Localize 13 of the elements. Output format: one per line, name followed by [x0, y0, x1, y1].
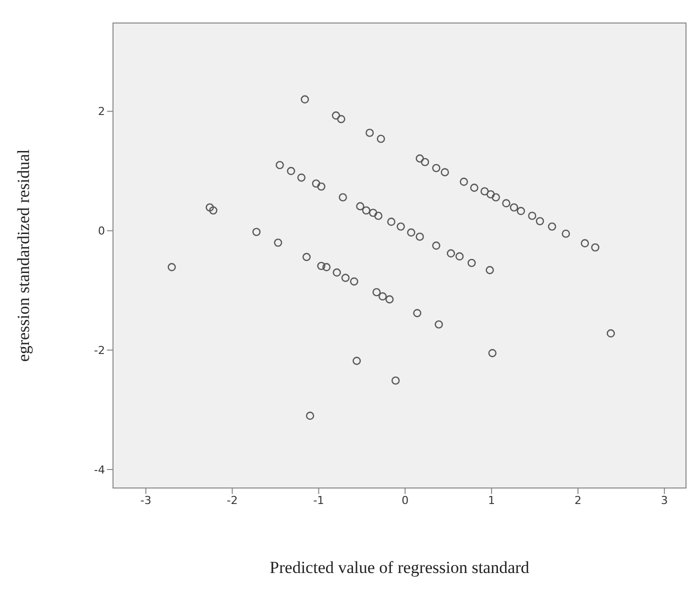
x-tick-label: -3	[140, 494, 152, 507]
x-tick-label: 3	[660, 494, 668, 507]
x-axis-title: Predicted value of regression standard	[270, 558, 530, 577]
y-tick-label: 0	[98, 224, 105, 238]
x-tick-label: 1	[488, 494, 496, 507]
y-tick-label: -2	[94, 344, 105, 358]
y-axis-title: egression standardized residual	[14, 149, 34, 362]
x-tick-label: 2	[574, 494, 582, 507]
y-tick-label: -4	[94, 463, 105, 476]
x-tick-label: -1	[313, 494, 324, 507]
y-tick-label: 2	[98, 105, 105, 118]
x-tick-label: 0	[402, 494, 409, 507]
x-tick-label: -2	[226, 494, 238, 507]
